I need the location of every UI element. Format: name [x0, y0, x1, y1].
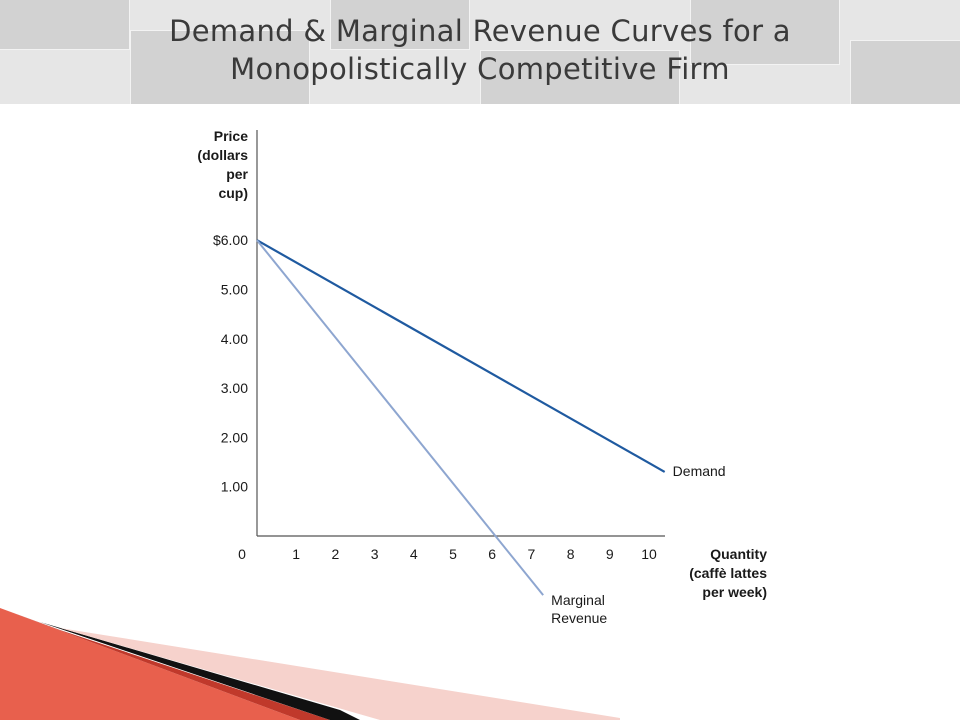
x-tick-label: 4: [410, 546, 418, 562]
x-tick-label: 5: [449, 546, 457, 562]
series-label-marginal-revenue: Marginal: [551, 592, 605, 608]
slide-header: Demand & Marginal Revenue Curves for a M…: [0, 0, 960, 104]
x-tick-label: 3: [371, 546, 379, 562]
y-tick-label: 4.00: [221, 331, 248, 347]
slide-title-line-1: Demand & Marginal Revenue Curves for a: [169, 14, 791, 48]
x-tick-label: 10: [641, 546, 657, 562]
x-axis-title-line: Quantity: [710, 546, 767, 562]
y-tick-label: 2.00: [221, 429, 248, 445]
x-axis-title-line: per week): [702, 584, 767, 600]
series-label-marginal-revenue: Revenue: [551, 610, 607, 626]
x-tick-label: 0: [238, 546, 246, 562]
decorative-swoosh: [0, 608, 620, 720]
x-tick-label: 9: [606, 546, 614, 562]
x-tick-label: 8: [567, 546, 575, 562]
demand-mr-chart: Price (dollars per cup) Quantity (caffè latte…: [197, 128, 767, 626]
y-axis-title-line: Price: [214, 128, 248, 144]
x-tick-label: 1: [292, 546, 300, 562]
y-tick-label: 3.00: [221, 380, 248, 396]
x-axis-title-line: (caffè lattes: [689, 565, 767, 581]
y-tick-label: 1.00: [221, 479, 248, 495]
slide-title: Demand & Marginal Revenue Curves for a M…: [0, 12, 960, 88]
y-axis-title-line: (dollars: [197, 147, 248, 163]
y-axis-title-line: cup): [218, 185, 248, 201]
x-tick-label: 6: [488, 546, 496, 562]
x-tick-label: 2: [332, 546, 340, 562]
series-line-marginal-revenue: [256, 239, 544, 596]
series-label-demand: Demand: [673, 463, 726, 479]
series-line-demand: [256, 239, 666, 473]
y-axis-title-line: per: [226, 166, 248, 182]
y-tick-label: $6.00: [213, 232, 248, 248]
slide-title-line-2: Monopolistically Competitive Firm: [230, 52, 730, 86]
y-tick-label: 5.00: [221, 282, 248, 298]
x-tick-label: 7: [528, 546, 536, 562]
